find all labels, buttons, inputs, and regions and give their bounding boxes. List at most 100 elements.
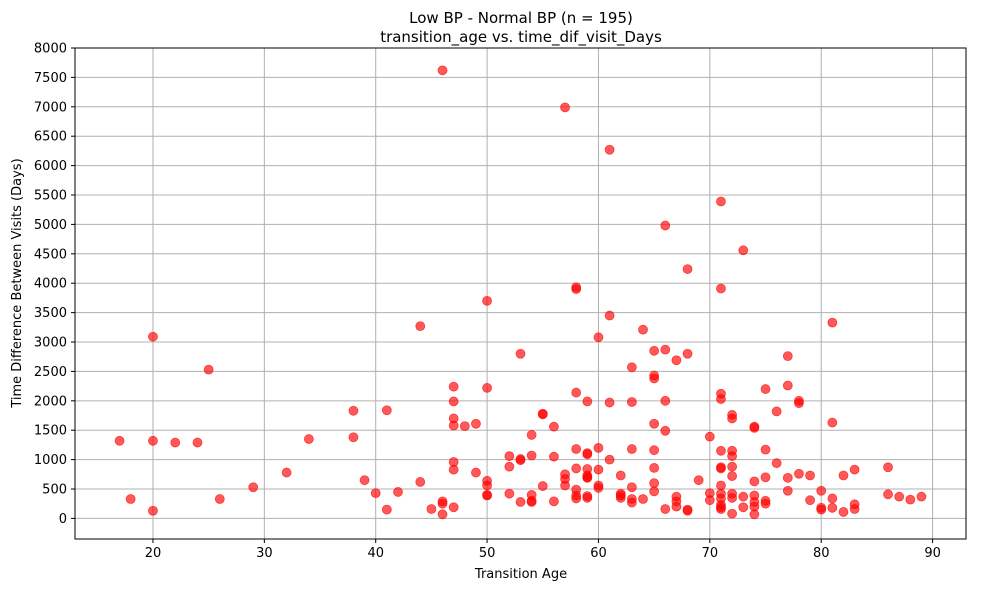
- data-point: [749, 476, 760, 487]
- data-point: [638, 494, 648, 504]
- data-point: [281, 467, 292, 478]
- data-point: [883, 489, 893, 500]
- y-tick-label: 500: [42, 483, 67, 498]
- data-point: [582, 472, 593, 483]
- data-point: [571, 387, 582, 398]
- data-point: [716, 394, 726, 404]
- data-point: [192, 437, 203, 448]
- data-point: [526, 497, 537, 507]
- data-point: [727, 471, 738, 481]
- y-tick-label: 0: [59, 512, 67, 527]
- data-point: [827, 317, 838, 328]
- data-point: [649, 345, 660, 356]
- data-point: [794, 468, 804, 479]
- data-point: [716, 445, 726, 456]
- plot-frame: [74, 47, 967, 540]
- data-point: [905, 494, 916, 505]
- data-point: [738, 502, 749, 513]
- y-tick-label: 7000: [34, 100, 67, 115]
- data-point: [114, 435, 125, 446]
- data-point: [560, 102, 570, 113]
- data-point: [760, 444, 771, 455]
- data-point: [671, 501, 682, 512]
- data-point: [716, 283, 726, 294]
- data-point: [738, 491, 749, 502]
- data-point: [716, 463, 726, 474]
- data-point: [148, 331, 158, 342]
- data-point: [604, 454, 615, 465]
- data-point: [448, 420, 459, 431]
- x-tick-label: 90: [924, 546, 941, 561]
- data-point: [716, 196, 726, 207]
- data-point: [560, 480, 570, 491]
- data-point: [515, 348, 526, 359]
- y-tick-label: 3500: [34, 306, 67, 321]
- data-point: [148, 505, 158, 516]
- data-point: [771, 458, 782, 469]
- y-tick-label: 7500: [34, 71, 67, 86]
- data-point: [816, 485, 827, 496]
- y-tick-label: 1000: [34, 453, 67, 468]
- data-point: [760, 472, 771, 483]
- data-point: [604, 397, 615, 408]
- data-point: [348, 432, 359, 443]
- data-point: [660, 425, 671, 436]
- data-point: [448, 502, 459, 513]
- x-tick-label: 70: [702, 546, 719, 561]
- data-point: [794, 398, 804, 409]
- data-point: [482, 490, 492, 501]
- data-point: [626, 497, 637, 508]
- y-tick-label: 1500: [34, 424, 67, 439]
- data-point: [537, 481, 548, 491]
- data-point: [727, 461, 738, 472]
- data-point: [660, 220, 671, 231]
- data-point: [437, 65, 448, 76]
- data-point: [682, 264, 693, 274]
- y-tick-label: 2000: [34, 394, 67, 409]
- data-point: [649, 462, 660, 473]
- data-point: [582, 449, 593, 460]
- data-point: [604, 144, 615, 155]
- data-point: [805, 495, 815, 506]
- data-point: [626, 362, 637, 373]
- data-point: [448, 396, 459, 407]
- data-point: [593, 332, 604, 343]
- data-point: [649, 478, 660, 489]
- y-tick-label: 2500: [34, 365, 67, 380]
- data-point: [437, 498, 448, 509]
- data-point: [549, 421, 559, 432]
- data-point: [482, 480, 492, 491]
- x-tick-label: 60: [590, 546, 607, 561]
- data-point: [593, 464, 604, 475]
- data-point: [760, 384, 771, 394]
- y-tick-label: 4500: [34, 247, 67, 262]
- y-axis-label: Time Difference Between Visits (Days): [10, 158, 25, 408]
- data-point: [549, 451, 559, 462]
- data-point: [526, 430, 537, 440]
- data-point: [504, 451, 515, 461]
- data-point: [571, 444, 582, 454]
- grid-lines: [75, 47, 966, 539]
- y-tick-label: 3000: [34, 336, 67, 351]
- data-point: [838, 470, 849, 481]
- data-point: [459, 421, 470, 431]
- data-points: [114, 65, 927, 520]
- data-point: [248, 482, 259, 493]
- data-point: [437, 509, 448, 520]
- data-point: [526, 450, 537, 461]
- data-point: [849, 504, 860, 514]
- data-point: [805, 470, 815, 481]
- data-point: [370, 488, 381, 499]
- data-point: [415, 477, 426, 487]
- y-axis-ticks: 0 500 1000 1500 2000 2500 3000 3500 4000 4500 5000…: [34, 42, 75, 527]
- data-point: [782, 472, 793, 483]
- data-point: [682, 505, 693, 516]
- data-point: [604, 310, 615, 321]
- data-point: [381, 405, 392, 416]
- data-point: [727, 451, 738, 461]
- data-point: [214, 494, 225, 504]
- data-point: [448, 381, 459, 392]
- data-point: [359, 475, 370, 486]
- data-point: [838, 507, 849, 517]
